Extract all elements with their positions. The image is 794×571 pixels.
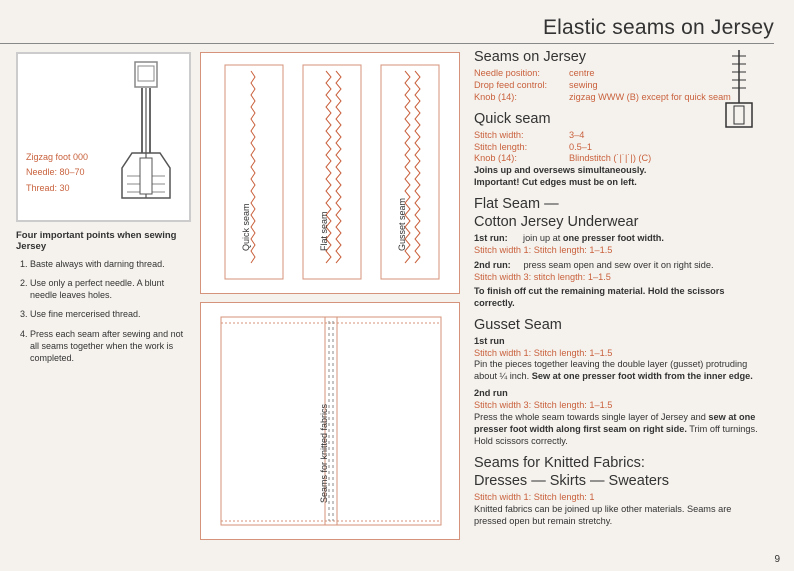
presser-foot-box: Zigzag foot 000 Needle: 80–70 Thread: 30 (16, 52, 191, 222)
flat-run2: 2nd run: press seam open and sew over it… (474, 260, 764, 272)
thread-label: Thread: 30 (26, 181, 88, 196)
point-item: Use fine mercerised thread. (30, 308, 191, 320)
flat-seam-label: Flat seam (319, 211, 329, 251)
param-val: zigzag WWW (B) except for quick seam (569, 92, 731, 104)
quick-seam-heading: Quick seam (474, 110, 764, 129)
zigzag-foot-label: Zigzag foot 000 (26, 150, 88, 165)
gusset-heading: Gusset Seam (474, 316, 764, 335)
flat-finish: To finish off cut the remaining material… (474, 286, 764, 310)
gusset-run2-params: Stitch width 3: Stitch length: 1–1.5 (474, 400, 764, 412)
quick-seam-label: Quick seam (241, 203, 251, 251)
param-label: Knob (14): (474, 153, 569, 165)
gusset-run2: 2nd run (474, 388, 764, 400)
gusset-run1: 1st run (474, 336, 764, 348)
foot-labels: Zigzag foot 000 Needle: 80–70 Thread: 30 (26, 150, 88, 196)
param-val: Blindstitch (˙|˙|˙|) (C) (569, 153, 651, 165)
presser-foot-image (107, 58, 185, 218)
point-item: Baste always with darning thread. (30, 258, 191, 270)
page-title: Elastic seams on Jersey (0, 16, 774, 44)
point-item: Use only a perfect needle. A blunt needl… (30, 277, 191, 301)
param-val: 0.5–1 (569, 142, 592, 154)
quick-text: Joins up and oversews simultaneously. (474, 165, 764, 177)
seam-diagram-top: Quick seam Flat seam Gusset seam (200, 52, 460, 294)
param-label: Stitch length: (474, 142, 569, 154)
knitted-params: Stitch width 1: Stitch length: 1 (474, 492, 764, 504)
param-label: Needle position: (474, 68, 569, 80)
seams-on-jersey-heading: Seams on Jersey (474, 48, 764, 67)
needle-label: Needle: 80–70 (26, 165, 88, 180)
param-val: centre (569, 68, 595, 80)
point-item: Press each seam after sewing and not all… (30, 328, 191, 364)
flat-run1-params: Stitch width 1: Stitch length: 1–1.5 (474, 245, 764, 257)
knitted-seam-label: Seams for knitted fabrics (319, 404, 329, 503)
flat-seam-heading: Flat Seam — (474, 195, 764, 214)
points-list: Baste always with darning thread. Use on… (16, 258, 191, 364)
param-label: Knob (14): (474, 92, 569, 104)
param-val: sewing (569, 80, 598, 92)
flat-run2-params: Stitch width 3: stitch length: 1–1.5 (474, 272, 764, 284)
gusset-run2-text: Press the whole seam towards single laye… (474, 412, 764, 448)
param-val: 3–4 (569, 130, 584, 142)
knitted-text: Knitted fabrics can be joined up like ot… (474, 504, 764, 528)
knitted-heading: Seams for Knitted Fabrics: (474, 454, 764, 473)
knitted-sub: Dresses — Skirts — Sweaters (474, 472, 764, 491)
flat-seam-sub: Cotton Jersey Underwear (474, 213, 764, 232)
param-label: Drop feed control: (474, 80, 569, 92)
points-heading: Four important points when sewing Jersey (16, 230, 191, 252)
flat-run1: 1st run: join up at one presser foot wid… (474, 233, 764, 245)
quick-text: Important! Cut edges must be on left. (474, 177, 764, 189)
gusset-run1-text: Pin the pieces together leaving the doub… (474, 359, 764, 383)
page-number: 9 (774, 554, 780, 565)
left-column: Zigzag foot 000 Needle: 80–70 Thread: 30… (16, 52, 191, 371)
seam-diagram-bottom: Seams for knitted fabrics (200, 302, 460, 540)
param-label: Stitch width: (474, 130, 569, 142)
gusset-run1-params: Stitch width 1: Stitch length: 1–1.5 (474, 348, 764, 360)
gusset-seam-label: Gusset seam (397, 198, 407, 251)
center-column: Quick seam Flat seam Gusset seam Seams f… (200, 52, 460, 540)
right-column: Seams on Jersey Needle position:centre D… (474, 48, 764, 528)
